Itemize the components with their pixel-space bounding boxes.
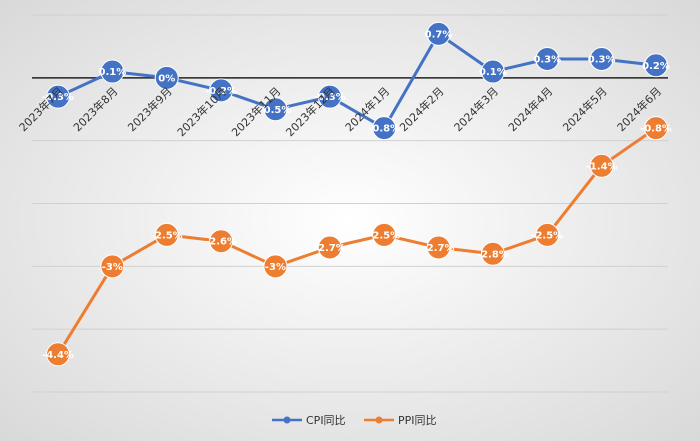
data-label: 0% <box>158 73 175 84</box>
data-label: -2.5% <box>368 230 400 241</box>
data-point <box>589 46 614 71</box>
data-point <box>209 78 234 103</box>
data-point <box>46 342 70 367</box>
series-1: -0.3% 0.1% 0% -0.2% -0.5% -0.3% -0.8% 0.7% 0.1% 0… <box>42 21 670 141</box>
data-point <box>154 65 179 90</box>
data-label: 0.7% <box>425 29 453 40</box>
data-label: -0.5% <box>260 105 292 116</box>
data-point <box>263 254 288 279</box>
data-point <box>480 241 505 266</box>
data-label: -2.5% <box>531 230 563 241</box>
data-label: -2.6% <box>205 237 237 248</box>
data-label: 0.1% <box>479 67 507 78</box>
data-point <box>154 222 179 247</box>
legend-label: CPI同比 <box>306 414 346 427</box>
legend-label: PPI同比 <box>398 414 437 427</box>
grid-lines <box>32 14 668 393</box>
data-label: 0.3% <box>588 54 616 65</box>
data-label: -0.8% <box>368 124 400 135</box>
data-point <box>372 222 397 247</box>
data-label: -4.4% <box>42 350 74 361</box>
data-label: -3% <box>265 262 286 273</box>
data-label: -2.8% <box>477 249 509 260</box>
data-label: 0.2% <box>642 61 670 72</box>
data-point <box>480 59 505 84</box>
data-label: -0.3% <box>314 92 346 103</box>
data-label: 0.3% <box>533 54 561 65</box>
data-label: -3% <box>102 262 123 273</box>
data-point <box>100 254 125 279</box>
data-label: -0.2% <box>205 86 237 97</box>
data-point <box>426 235 451 260</box>
data-point <box>263 97 288 122</box>
data-point <box>535 222 560 247</box>
data-point <box>644 53 668 78</box>
series-2: -4.4% -3% -2.5% -2.6% -3% -2.7% -2.5% -2.7% -2.8… <box>42 116 672 367</box>
data-label: -0.8% <box>640 124 672 135</box>
data-point <box>535 46 560 71</box>
data-point <box>317 235 342 260</box>
data-label: 0.1% <box>98 67 126 78</box>
data-point <box>317 84 342 109</box>
data-label: -1.4% <box>586 161 618 172</box>
data-point <box>100 59 125 84</box>
legend-marker <box>283 416 291 424</box>
data-label: -2.7% <box>314 243 346 254</box>
data-point <box>372 116 397 141</box>
data-point <box>426 21 451 46</box>
data-point <box>209 229 234 254</box>
data-label: -2.5% <box>151 230 183 241</box>
legend-item-2: PPI同比 <box>364 414 437 427</box>
data-point <box>589 153 614 178</box>
data-point <box>46 84 70 109</box>
data-label: -0.3% <box>42 92 74 103</box>
legend: CPI同比 PPI同比 <box>272 414 437 427</box>
series-group: -0.3% 0.1% 0% -0.2% -0.5% -0.3% -0.8% 0.7% 0.1% 0… <box>42 21 672 367</box>
legend-marker <box>375 416 383 424</box>
legend-item-1: CPI同比 <box>272 414 346 427</box>
data-label: -2.7% <box>423 243 455 254</box>
data-point <box>644 116 668 141</box>
